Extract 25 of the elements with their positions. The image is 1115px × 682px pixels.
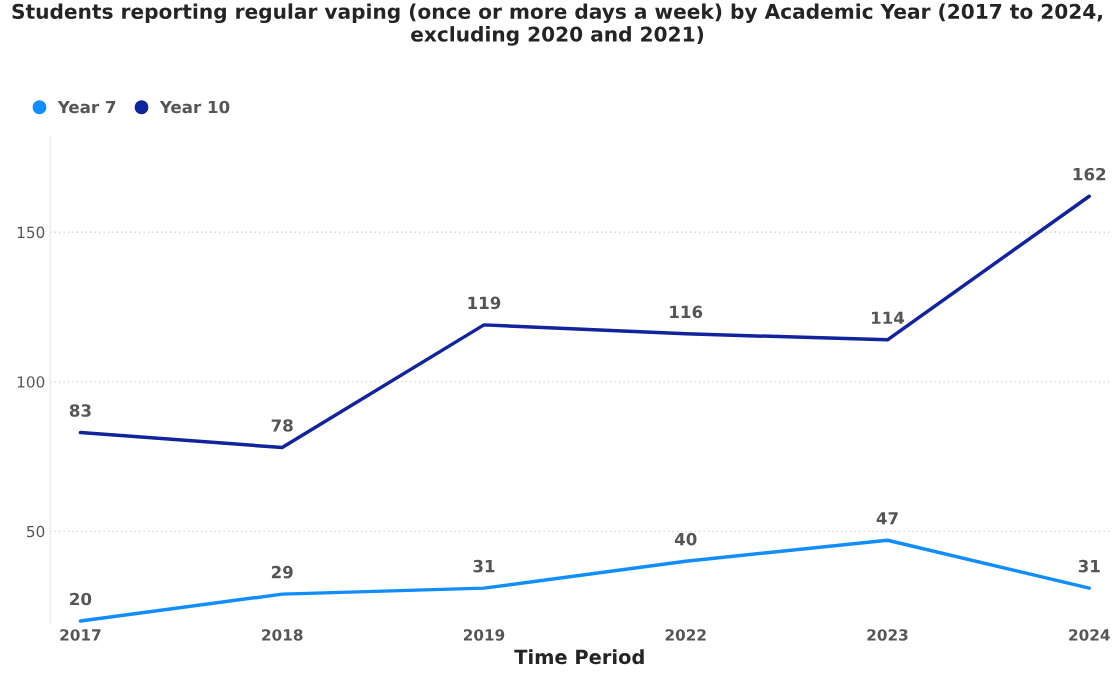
data-label: 119 (468, 296, 501, 310)
chart-title: Students reporting regular vaping (once or more days a week) by Academic Year (2017 to 2024, excluding 2020 and 2021) (12, 3, 1102, 46)
x-axis-title: Time Period (514, 649, 644, 665)
y-tick-label: 50 (27, 525, 45, 538)
y-tick-label: 150 (17, 226, 45, 239)
data-label: 31 (1078, 559, 1100, 573)
data-label: 29 (271, 565, 293, 579)
x-tick-label: 2022 (665, 629, 706, 641)
data-label: 83 (69, 404, 91, 417)
y-tick-label: 100 (17, 376, 45, 388)
data-label: 78 (271, 419, 293, 432)
data-label: 31 (473, 559, 495, 573)
data-label: 116 (670, 305, 703, 319)
x-tick-label: 2023 (867, 629, 908, 641)
x-tick-label: 2018 (262, 629, 303, 641)
data-label: 162 (1073, 167, 1106, 181)
legend-label: Year 10 (159, 100, 230, 114)
data-label: 114 (871, 311, 905, 324)
data-label: 40 (674, 532, 697, 546)
x-tick-label: 2019 (463, 629, 505, 641)
data-label: 47 (876, 512, 898, 525)
x-tick-label: 2024 (1069, 629, 1110, 641)
data-label: 20 (70, 592, 92, 606)
legend-label: Year 7 (57, 100, 116, 114)
x-tick-label: 2017 (60, 629, 101, 641)
